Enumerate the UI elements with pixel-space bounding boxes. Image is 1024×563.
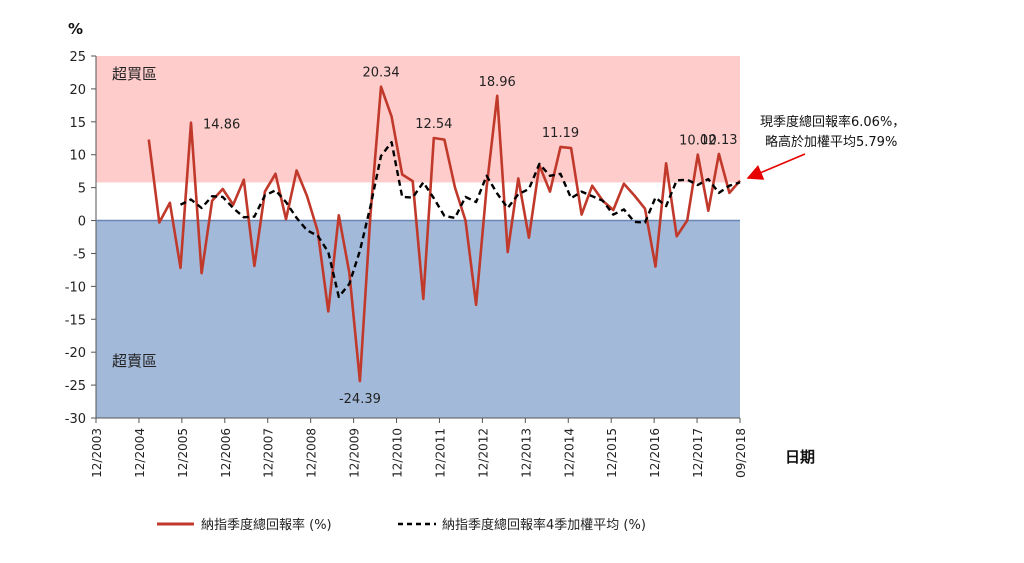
y-tick-label: 20 <box>69 83 86 98</box>
overbought-zone <box>96 56 740 183</box>
overbought-zone-label: 超買區 <box>112 65 157 83</box>
x-axis-ticks: 12/2003 12/2004 12/2005 12/2006 12/2007 12/20… <box>90 418 748 478</box>
x-tick-label: 12/2003 <box>90 428 104 478</box>
series-line-weighted-average <box>179 141 741 299</box>
x-tick-label: 12/2012 <box>476 428 490 478</box>
series-layer <box>147 85 741 383</box>
annotation-arrow <box>746 153 806 180</box>
x-tick-label: 12/2005 <box>176 428 190 478</box>
y-tick-label: -30 <box>65 412 86 427</box>
y-axis-ticks: 25 20 15 10 5 0 -5 -10 -15 -20 -25 -30 <box>65 50 96 427</box>
annotation-line-2: 略高於加權平均5.79% <box>765 134 897 150</box>
data-label: 14.86 <box>203 118 240 133</box>
y-tick-label: -15 <box>65 313 86 328</box>
y-tick-label: 15 <box>69 116 86 131</box>
y-tick-label: 5 <box>78 182 86 197</box>
legend-label-series-1: 納指季度總回報率 (%) <box>201 517 332 533</box>
data-label: 20.34 <box>362 66 399 81</box>
x-tick-label: 12/2016 <box>648 428 662 478</box>
y-axis-unit: % <box>68 20 83 38</box>
data-labels: 14.86 -24.39 20.34 12.54 18.96 11.19 10.0210.1… <box>203 66 737 407</box>
oversold-zone-label: 超賣區 <box>112 352 157 370</box>
x-tick-label: 12/2011 <box>433 428 447 478</box>
x-tick-label: 12/2006 <box>219 428 233 478</box>
legend: 納指季度總回報率 (%) 納指季度總回報率4季加權平均 (%) <box>157 517 646 533</box>
data-label: 10.13 <box>700 133 737 148</box>
data-label: 11.19 <box>542 126 579 141</box>
legend-label-series-2: 納指季度總回報率4季加權平均 (%) <box>442 517 646 533</box>
x-tick-label: 12/2004 <box>133 428 147 478</box>
data-label: 10.02 <box>679 134 716 149</box>
x-tick-label: 12/2008 <box>305 428 319 478</box>
data-label: -24.39 <box>339 392 381 407</box>
y-tick-label: 0 <box>78 215 86 230</box>
y-tick-label: -5 <box>73 247 86 262</box>
x-tick-label: 12/2015 <box>605 428 619 478</box>
x-tick-label: 12/2010 <box>391 428 405 478</box>
x-tick-label: 12/2007 <box>262 428 276 478</box>
x-tick-label: 12/2009 <box>348 428 362 478</box>
y-tick-label: -25 <box>65 379 86 394</box>
annotation-line-1: 現季度總回報率6.06%， <box>760 114 905 130</box>
x-tick-label: 09/2018 <box>734 428 748 478</box>
y-tick-label: 25 <box>69 50 86 65</box>
y-tick-label: -20 <box>65 346 86 361</box>
x-tick-label: 12/2013 <box>519 428 533 478</box>
x-tick-label: 12/2014 <box>562 428 576 478</box>
x-axis-title: 日期 <box>785 448 815 466</box>
data-label: 12.54 <box>415 117 452 132</box>
y-tick-label: 10 <box>69 149 86 164</box>
data-label: 18.96 <box>479 75 516 90</box>
x-tick-label: 12/2017 <box>691 428 705 478</box>
axes <box>95 56 740 419</box>
series-line-quarterly-return <box>147 85 741 383</box>
y-tick-label: -10 <box>65 280 86 295</box>
